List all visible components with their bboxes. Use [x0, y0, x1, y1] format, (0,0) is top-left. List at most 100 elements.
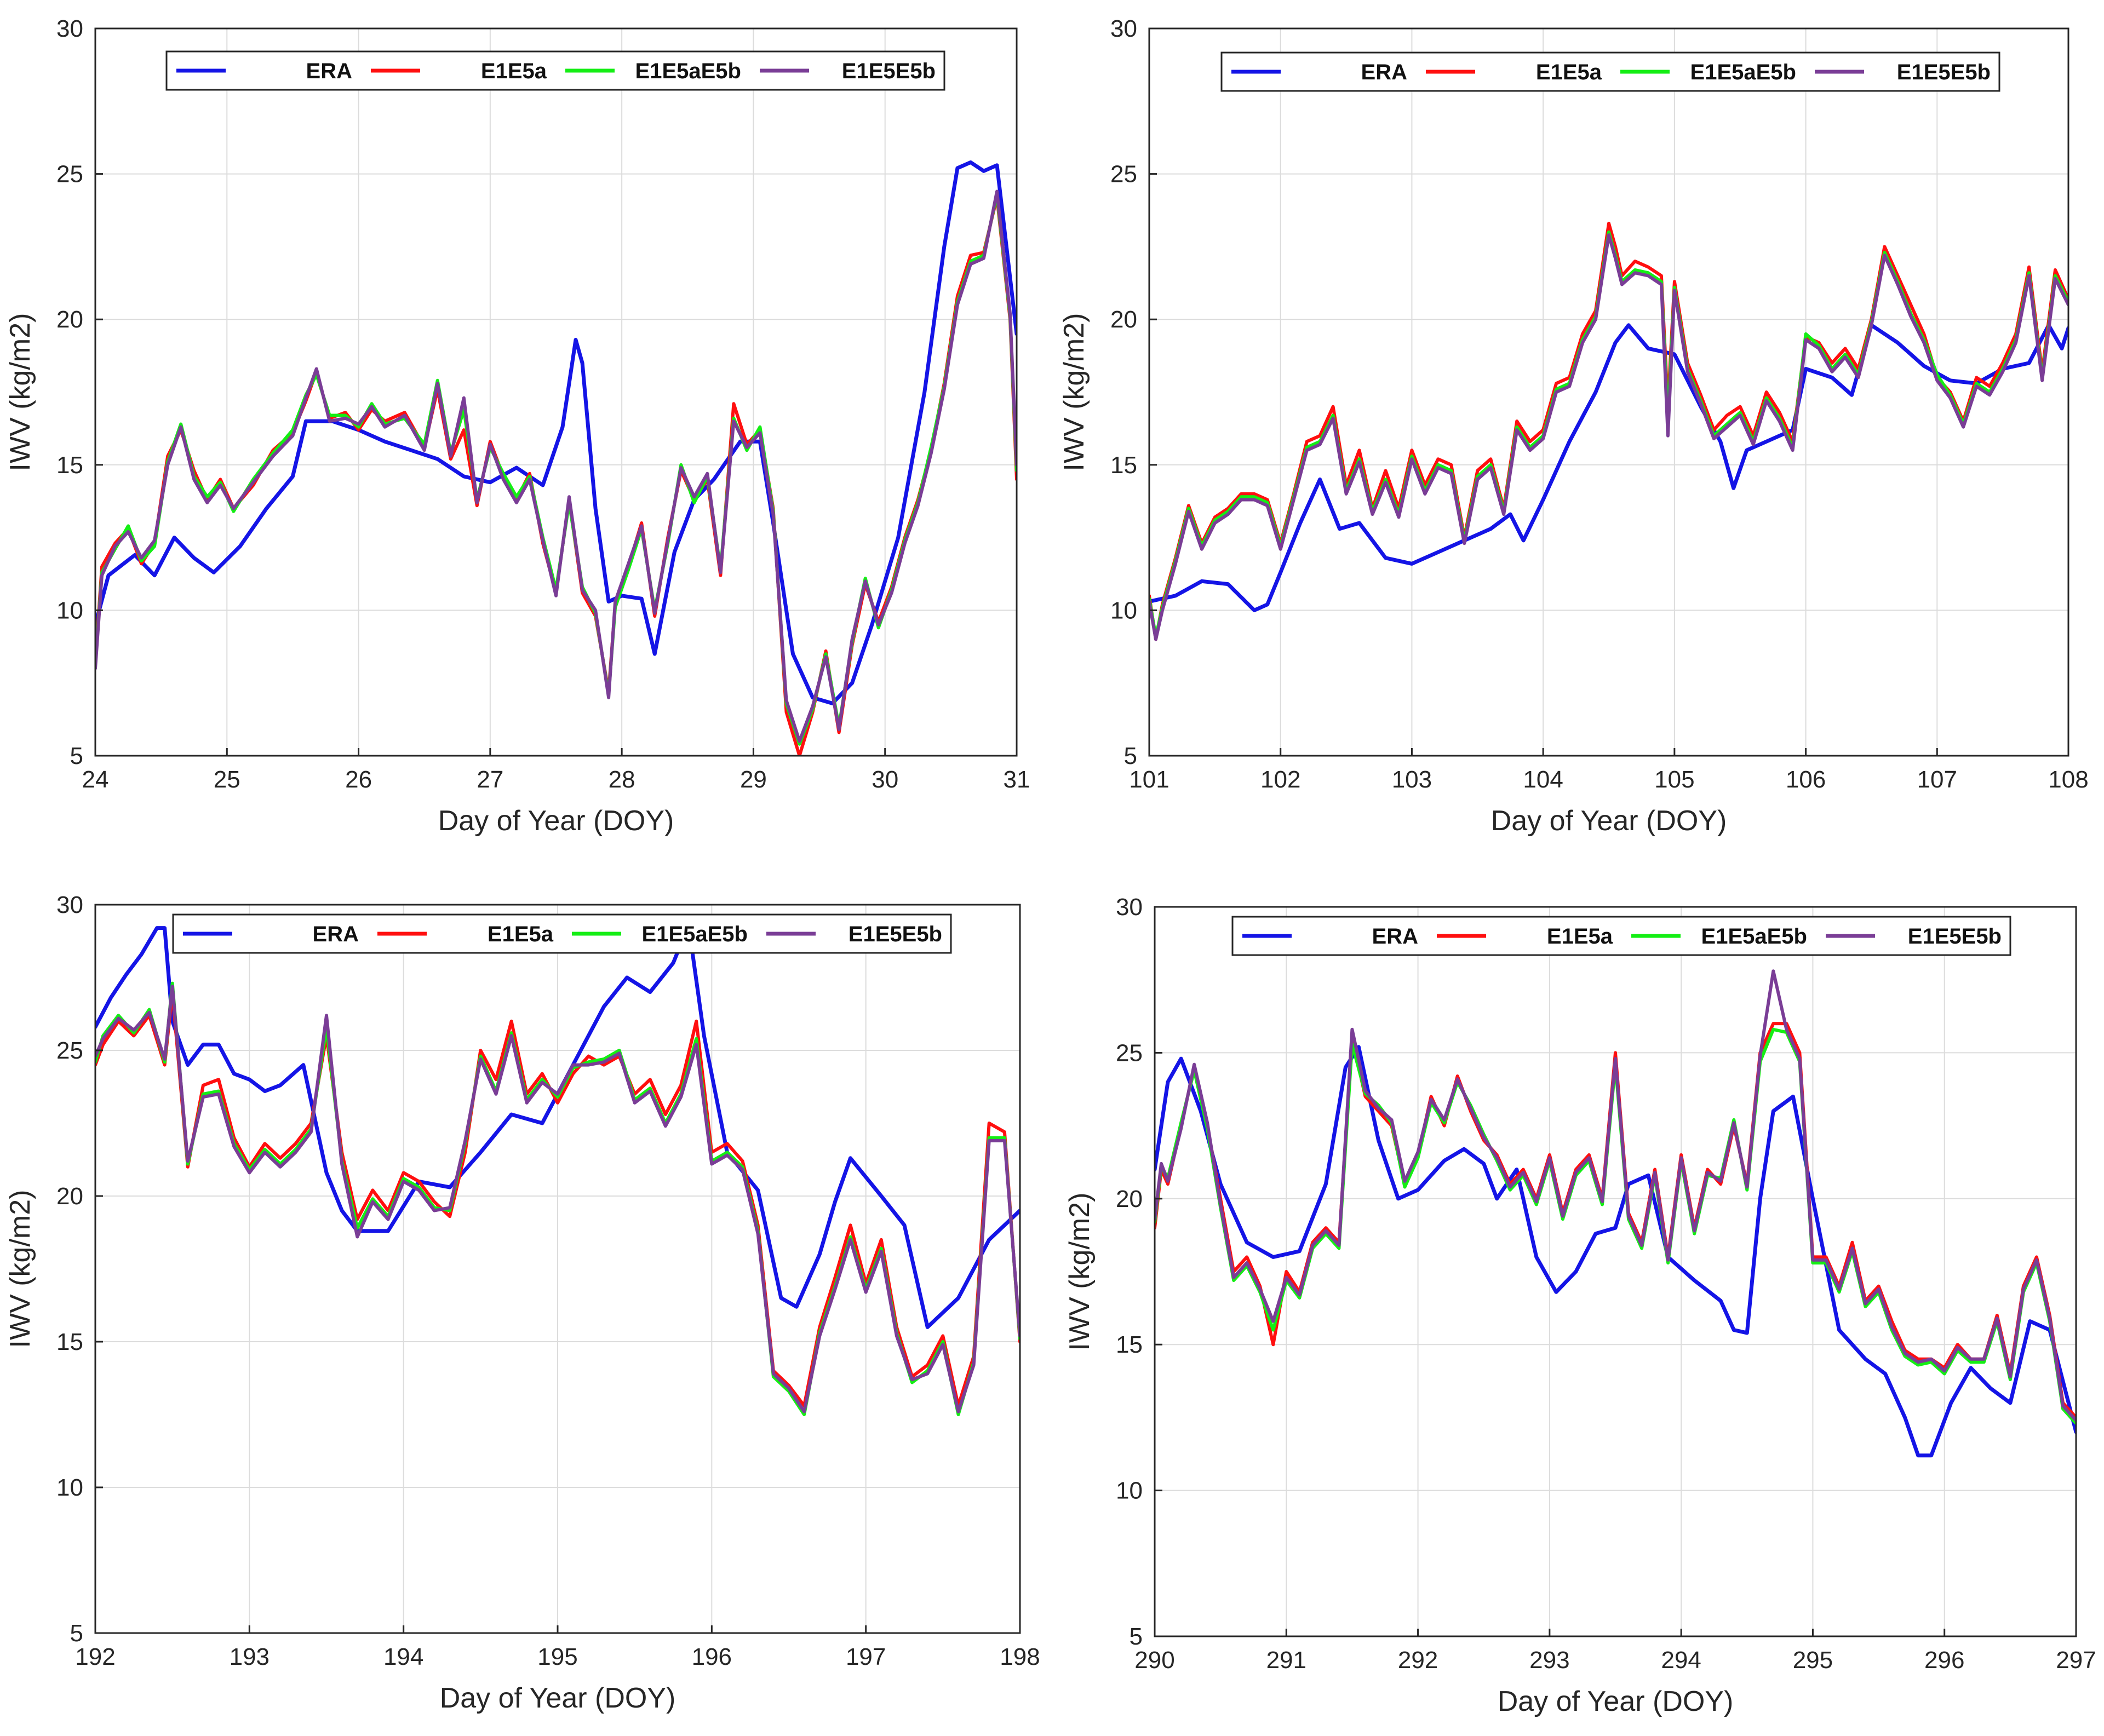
x-tick-label: 296	[1924, 1647, 1964, 1674]
legend: ERA E1E5a E1E5aE5b E1E5E5b	[172, 913, 952, 954]
x-tick-label: 101	[1129, 766, 1169, 793]
legend-label-e1e5ae5b: E1E5aE5b	[1701, 924, 1807, 949]
x-tick-label: 102	[1260, 766, 1300, 793]
y-axis-label: IWV (kg/m2)	[1064, 1193, 1096, 1351]
y-tick-label: 15	[1116, 1331, 1143, 1358]
y-tick-label: 15	[1110, 452, 1137, 479]
x-tick-label: 30	[872, 766, 898, 793]
series-line-era	[1149, 323, 2068, 612]
x-tick-label: 192	[75, 1643, 115, 1670]
x-tick-label: 105	[1654, 766, 1694, 793]
legend-label-e1e5e5b: E1E5E5b	[1897, 60, 1991, 84]
y-tick-label: 25	[1116, 1039, 1143, 1066]
y-tick-label: 5	[70, 743, 83, 769]
axes-frame	[1154, 906, 2077, 1637]
y-tick-label: 25	[56, 161, 83, 188]
y-tick-label: 25	[56, 1037, 83, 1064]
plot-area	[1155, 907, 2076, 1636]
x-tick-label: 25	[214, 766, 240, 793]
legend-label-era: ERA	[306, 59, 352, 83]
y-tick-label: 15	[56, 452, 83, 479]
legend: ERA E1E5a E1E5aE5b E1E5E5b	[165, 50, 945, 91]
x-tick-label: 27	[477, 766, 503, 793]
legend-label-e1e5ae5b: E1E5aE5b	[1690, 60, 1796, 84]
series-line-e1e5e5b	[95, 985, 1020, 1413]
x-axis-label: Day of Year (DOY)	[438, 805, 674, 837]
legend-box	[1231, 916, 2011, 956]
legend-label-e1e5ae5b: E1E5aE5b	[642, 922, 748, 946]
y-tick-label: 25	[1110, 161, 1137, 188]
y-tick-label: 30	[56, 15, 83, 42]
x-tick-label: 103	[1392, 766, 1432, 793]
chart-svg: 290 291 292 293 294 295 296 297 5 10 15 20 25 30 Day o…	[1064, 894, 2096, 1717]
series-line-e1e5e5b	[95, 189, 1017, 743]
series-line-era	[1155, 1045, 2076, 1458]
legend-label-e1e5a: E1E5a	[481, 59, 547, 83]
x-axis-label: Day of Year (DOY)	[440, 1682, 676, 1714]
plot-area	[95, 28, 1017, 756]
legend-label-era: ERA	[313, 922, 359, 946]
x-tick-label: 291	[1266, 1647, 1306, 1674]
y-tick-label: 5	[70, 1620, 83, 1647]
chart-svg: 101 102 103 104 105 106 107 108 5 10 15 20 25 30 Day o…	[1058, 15, 2089, 837]
x-tick-label: 195	[537, 1643, 577, 1670]
x-tick-label: 193	[230, 1643, 270, 1670]
legend-box	[172, 913, 952, 954]
x-tick-label: 297	[2056, 1647, 2096, 1674]
series-line-e1e5e5b	[1155, 969, 2076, 1422]
chart-svg: 192 193 194 195 196 197 198 5 10 15 20 25 30 Day of Y…	[4, 892, 1040, 1714]
x-tick-label: 31	[1004, 766, 1030, 793]
y-tick-label: 20	[1116, 1186, 1143, 1212]
x-tick-label: 295	[1793, 1647, 1833, 1674]
y-axis-label: IWV (kg/m2)	[1058, 313, 1090, 472]
x-tick-label: 196	[692, 1643, 732, 1670]
y-axis-label: IWV (kg/m2)	[4, 313, 36, 472]
chart-panel-doy-290-297: 290 291 292 293 294 295 296 297 5 10 15 20 25 30 Day o…	[1052, 866, 2104, 1733]
legend-label-era: ERA	[1372, 924, 1418, 949]
x-tick-label: 290	[1134, 1647, 1174, 1674]
legend-label-e1e5e5b: E1E5E5b	[849, 922, 942, 946]
x-tick-label: 197	[846, 1643, 886, 1670]
y-tick-label: 20	[56, 1183, 83, 1210]
x-tick-label: 24	[82, 766, 109, 793]
legend-box	[165, 50, 945, 91]
x-tick-label: 28	[609, 766, 635, 793]
chart-panel-doy-24-31: 24 25 26 27 28 29 30 31 5 10 15 20 25 30 Day of Year (…	[0, 0, 1052, 866]
x-tick-label: 294	[1661, 1647, 1701, 1674]
x-tick-label: 106	[1786, 766, 1826, 793]
x-tick-label: 107	[1917, 766, 1957, 793]
x-tick-label: 29	[740, 766, 767, 793]
plot-area	[1149, 28, 2068, 756]
x-tick-label: 293	[1529, 1647, 1569, 1674]
x-tick-label: 104	[1523, 766, 1563, 793]
x-axis-label: Day of Year (DOY)	[1498, 1686, 1734, 1717]
legend-label-e1e5e5b: E1E5E5b	[842, 59, 936, 83]
y-tick-label: 10	[56, 597, 83, 624]
y-tick-label: 5	[1130, 1623, 1143, 1650]
y-tick-label: 10	[1110, 597, 1137, 624]
legend-label-e1e5a: E1E5a	[1536, 60, 1602, 84]
legend: ERA E1E5a E1E5aE5b E1E5E5b	[1231, 916, 2011, 956]
y-tick-label: 30	[1110, 15, 1137, 42]
y-tick-label: 10	[1116, 1478, 1143, 1504]
axes-frame	[1148, 27, 2069, 757]
x-tick-label: 26	[345, 766, 372, 793]
y-tick-label: 30	[56, 892, 83, 918]
x-tick-label: 108	[2048, 766, 2088, 793]
series-line-era	[95, 923, 1020, 1329]
y-tick-label: 5	[1124, 743, 1137, 769]
chart-panel-doy-101-108: 101 102 103 104 105 106 107 108 5 10 15 20 25 30 Day o…	[1052, 0, 2104, 866]
x-tick-label: 198	[1000, 1643, 1040, 1670]
y-tick-label: 20	[1110, 306, 1137, 333]
x-tick-label: 194	[383, 1643, 423, 1670]
y-axis-label: IWV (kg/m2)	[4, 1190, 36, 1348]
legend-label-e1e5a: E1E5a	[488, 922, 554, 946]
legend-label-e1e5e5b: E1E5E5b	[1908, 924, 2002, 949]
x-tick-label: 292	[1398, 1647, 1438, 1674]
series-line-e1e5e5b	[1149, 233, 2068, 641]
chart-svg: 24 25 26 27 28 29 30 31 5 10 15 20 25 30 Day of Year (…	[4, 15, 1030, 837]
chart-panel-doy-192-198: 192 193 194 195 196 197 198 5 10 15 20 25 30 Day of Y…	[0, 866, 1052, 1733]
legend-label-era: ERA	[1361, 60, 1407, 84]
y-tick-label: 20	[56, 306, 83, 333]
